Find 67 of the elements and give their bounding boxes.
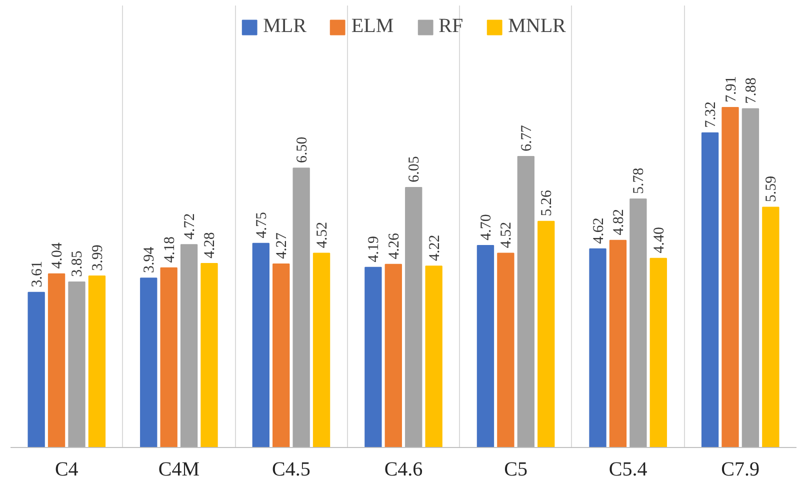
bar: [200, 263, 218, 448]
bar: [292, 168, 310, 448]
bar: [630, 198, 647, 448]
bar: [742, 108, 760, 448]
x-tick-label: C5: [504, 458, 528, 480]
bar: [88, 275, 106, 448]
bar: [384, 264, 402, 448]
bar: [28, 292, 45, 448]
data-label: 3.85: [70, 250, 86, 277]
x-tick-label: C4: [54, 458, 78, 480]
bar: [650, 258, 667, 448]
bar: [538, 220, 555, 448]
data-label: 5.26: [539, 190, 556, 216]
bar: [722, 107, 739, 448]
data-label: 5.78: [631, 168, 648, 194]
legend-label: RF: [438, 15, 464, 38]
data-label: 7.32: [703, 102, 720, 128]
data-label: 4.75: [254, 212, 270, 238]
data-label: 4.52: [314, 222, 331, 248]
bar: [476, 244, 494, 448]
legend-label: MNLR: [508, 15, 566, 38]
bar: [68, 282, 86, 448]
data-label: 4.18: [162, 236, 178, 263]
data-label: 4.19: [366, 236, 382, 262]
bar: [48, 273, 66, 448]
data-label: 6.77: [518, 124, 535, 152]
data-label: 4.72: [182, 213, 198, 240]
data-label: 4.22: [426, 234, 443, 262]
bar: [425, 266, 442, 448]
legend-label: ELM: [351, 15, 394, 38]
bar: [272, 263, 290, 448]
data-label: 3.61: [29, 260, 46, 288]
bar: [497, 252, 514, 448]
bar: [252, 242, 270, 448]
x-tick-label: C7.9: [721, 458, 760, 480]
x-tick-label: C4.6: [384, 458, 423, 480]
data-label: 4.82: [610, 208, 627, 236]
data-label: 4.70: [478, 214, 494, 240]
data-label: 4.04: [50, 242, 66, 269]
bar: [589, 248, 606, 448]
bar: [160, 267, 178, 448]
bar: [517, 156, 534, 448]
data-label: 7.88: [743, 77, 760, 104]
data-label: 3.94: [142, 246, 158, 274]
bar: [405, 186, 422, 448]
data-label: 7.91: [723, 76, 740, 102]
x-tick-label: C4M: [158, 458, 200, 480]
data-label: 6.50: [294, 136, 310, 164]
data-label: 4.52: [498, 222, 515, 248]
bar: [609, 240, 627, 448]
bar: [762, 206, 780, 448]
data-label: 5.59: [764, 176, 780, 202]
data-label: 3.99: [90, 244, 106, 271]
data-label: 4.26: [386, 232, 402, 260]
bar: [364, 266, 382, 448]
x-tick-label: C4.5: [272, 458, 310, 480]
data-label: 4.62: [590, 218, 607, 244]
legend-label: MLR: [263, 15, 306, 38]
x-tick-label: C5.4: [608, 458, 648, 480]
bar: [701, 132, 719, 448]
data-label: 6.05: [406, 156, 423, 182]
data-label: 4.27: [274, 232, 290, 259]
bar: [312, 252, 330, 448]
bar: [140, 278, 158, 448]
bar: [180, 244, 198, 448]
data-label: 4.40: [651, 227, 668, 254]
data-label: 4.28: [202, 232, 218, 258]
